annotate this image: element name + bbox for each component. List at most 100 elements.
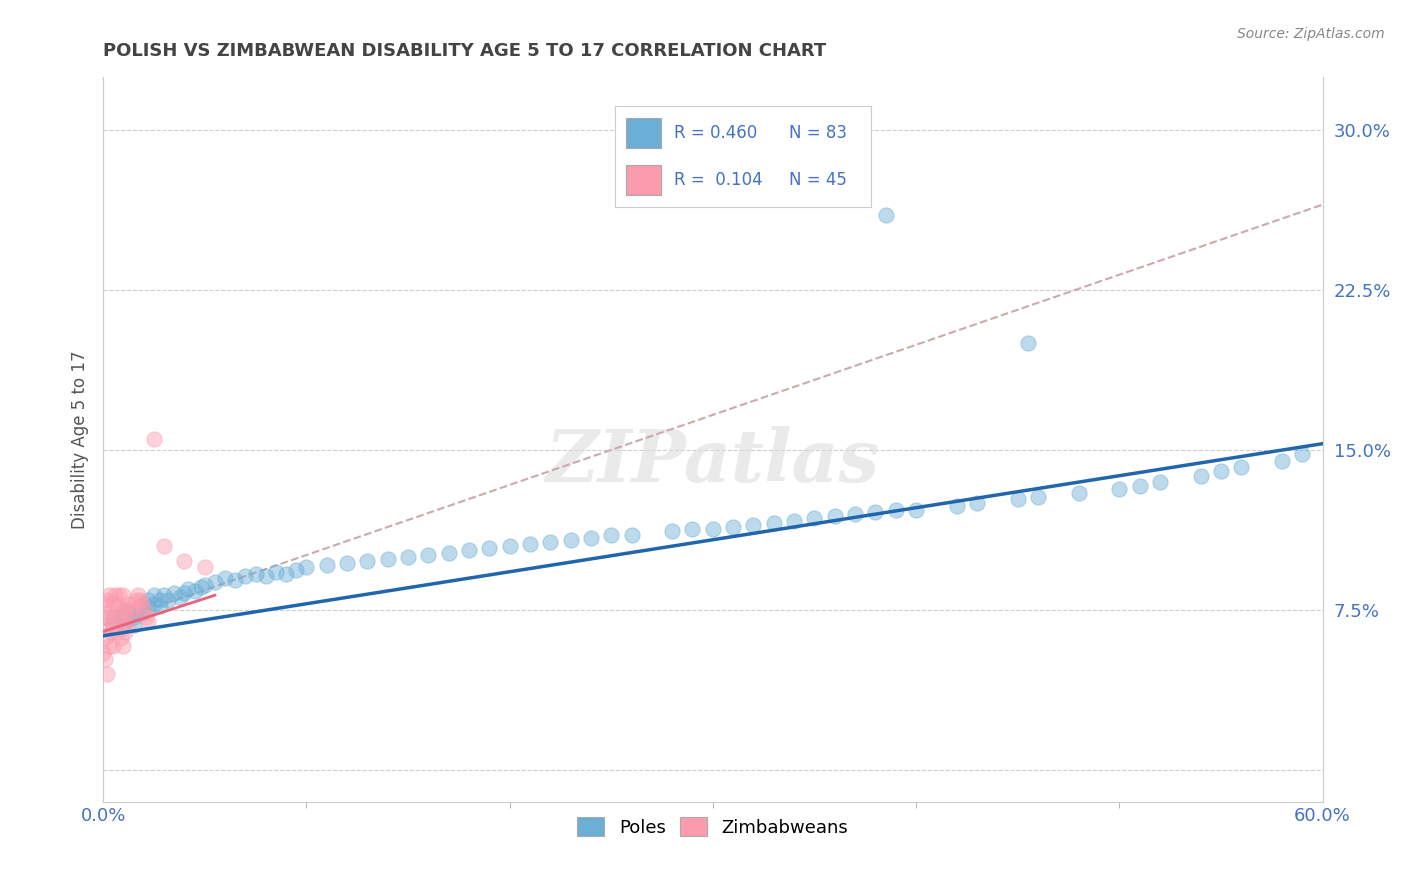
Point (702, 522, 724, 536)
Point (124, 592, 146, 607)
Point (136, 592, 159, 607)
Point (173, 554, 195, 568)
Point (356, 554, 378, 568)
Point (285, 563, 308, 577)
Point (149, 592, 172, 607)
Point (127, 588, 149, 602)
Point (136, 601, 159, 615)
Point (844, 507, 866, 521)
Point (104, 609, 127, 624)
Point (128, 607, 150, 622)
Point (96, 667, 118, 681)
Point (103, 618, 125, 632)
Point (194, 577, 217, 591)
Point (1189, 468, 1212, 483)
Point (169, 591, 191, 605)
Point (142, 597, 165, 611)
Point (94, 631, 117, 645)
Point (519, 537, 541, 551)
Text: Source: ZipAtlas.com: Source: ZipAtlas.com (1237, 27, 1385, 41)
Point (173, 586, 195, 600)
Point (1026, 490, 1049, 504)
Point (96, 592, 118, 607)
Point (110, 631, 132, 645)
Point (177, 582, 200, 596)
Point (418, 548, 440, 562)
Point (183, 584, 205, 599)
Point (824, 509, 846, 524)
Point (966, 496, 988, 510)
Point (112, 607, 135, 622)
Point (117, 618, 139, 632)
Point (91, 646, 114, 660)
Y-axis label: Disability Age 5 to 17: Disability Age 5 to 17 (72, 351, 89, 529)
Point (118, 609, 141, 624)
Point (135, 609, 157, 624)
Point (96, 618, 118, 632)
Point (103, 594, 125, 608)
Point (132, 597, 155, 611)
Text: POLISH VS ZIMBABWEAN DISABILITY AGE 5 TO 17 CORRELATION CHART: POLISH VS ZIMBABWEAN DISABILITY AGE 5 TO… (103, 42, 827, 60)
Point (103, 609, 125, 624)
Point (742, 517, 765, 532)
Point (122, 597, 145, 611)
Point (1017, 336, 1039, 351)
Point (157, 592, 180, 607)
Point (1067, 485, 1090, 500)
Point (110, 603, 132, 617)
Point (235, 569, 257, 583)
Point (117, 597, 139, 611)
Point (142, 433, 165, 447)
Point (112, 640, 135, 654)
Point (783, 514, 806, 528)
Point (131, 597, 153, 611)
Point (91, 609, 114, 624)
Point (458, 543, 481, 558)
Point (98, 609, 121, 624)
Point (136, 614, 159, 628)
Point (245, 566, 267, 581)
Point (214, 571, 236, 585)
Point (315, 558, 337, 573)
Point (254, 569, 277, 583)
Legend: Poles, Zimbabweans: Poles, Zimbabweans (569, 810, 856, 844)
Point (114, 603, 136, 617)
Point (132, 605, 155, 619)
Point (274, 566, 297, 581)
Point (661, 524, 683, 539)
Point (100, 624, 122, 639)
Point (105, 624, 128, 639)
Point (620, 528, 643, 542)
Point (1209, 465, 1232, 479)
Point (194, 560, 217, 574)
Point (377, 552, 399, 566)
Point (579, 531, 602, 545)
Point (721, 520, 744, 534)
Point (1291, 447, 1313, 461)
Point (905, 503, 928, 517)
Point (190, 580, 212, 594)
Point (128, 592, 150, 607)
Point (153, 588, 176, 602)
Point (122, 605, 145, 619)
Point (498, 539, 520, 553)
Point (112, 609, 135, 624)
Point (295, 560, 318, 574)
Point (128, 601, 150, 615)
Point (103, 640, 125, 654)
Point (336, 556, 359, 570)
Point (1149, 475, 1171, 489)
Point (875, 208, 897, 222)
Point (117, 603, 139, 617)
Point (163, 586, 186, 600)
Point (1230, 460, 1253, 475)
Point (560, 533, 582, 547)
Point (108, 588, 131, 602)
Point (104, 588, 127, 602)
Point (108, 614, 131, 628)
Point (112, 615, 135, 630)
Point (538, 534, 561, 549)
Point (396, 549, 419, 564)
Text: ZIPatlas: ZIPatlas (546, 425, 880, 497)
Point (437, 545, 460, 559)
